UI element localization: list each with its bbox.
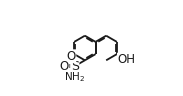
Text: NH$_2$: NH$_2$ <box>64 70 85 84</box>
Text: OH: OH <box>117 53 135 66</box>
Text: O: O <box>67 50 76 63</box>
Text: S: S <box>71 60 79 73</box>
Text: O: O <box>60 60 69 73</box>
